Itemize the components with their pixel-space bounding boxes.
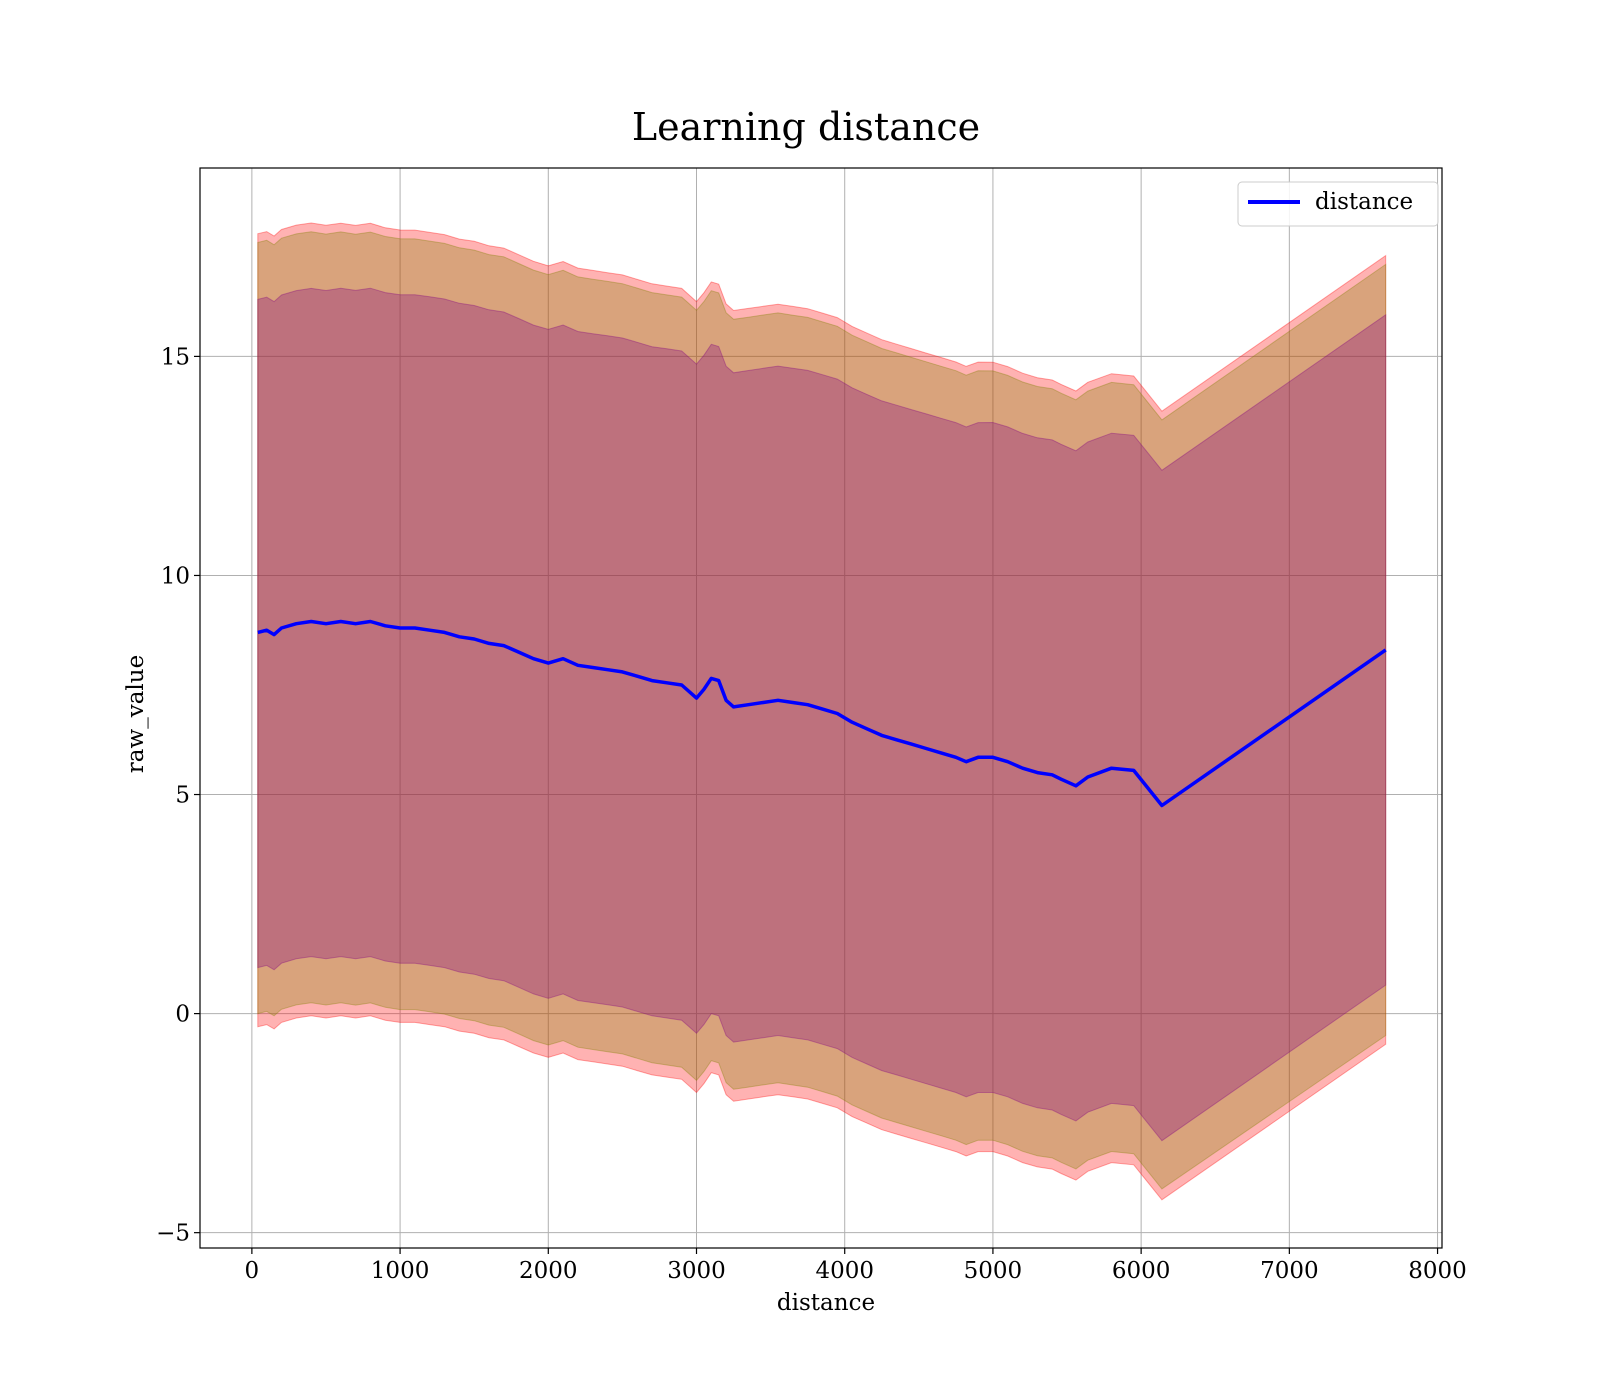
legend: distance [1237,181,1439,227]
x-tick-label: 5000 [964,1258,1023,1284]
x-tick-label: 1000 [371,1258,430,1284]
y-axis-label: raw_value [123,655,149,773]
x-tick-label: 7000 [1260,1258,1319,1284]
y-tick-label: −5 [156,1221,190,1247]
y-tick-label: 10 [161,563,190,589]
y-tick-label: 5 [175,783,190,809]
x-axis-ticks: 0 1000 2000 3000 4000 5000 6000 7000 8000 [245,1248,1467,1284]
x-tick-label: 4000 [815,1258,874,1284]
plot-area: 0 1000 2000 3000 4000 5000 6000 7000 8000 −5 0 5 10… [156,167,1467,1284]
y-tick-label: 15 [161,344,190,370]
x-tick-label: 0 [245,1258,260,1284]
band-inner [257,287,1387,1142]
series-lines [257,619,1387,808]
legend-label-distance: distance [1315,189,1413,215]
axes-frame [199,167,1443,1249]
y-axis-ticks: −5 0 5 10 15 [156,344,200,1247]
x-tick-label: 8000 [1408,1258,1467,1284]
confidence-bands [257,222,1387,1201]
y-tick-label: 0 [175,1002,190,1028]
x-tick-label: 2000 [519,1258,578,1284]
x-tick-label: 6000 [1112,1258,1171,1284]
band-outer [257,222,1387,1201]
x-axis-label: distance [777,1290,875,1316]
grid [200,168,1442,1248]
legend-box [1237,181,1439,227]
series-line-distance [257,619,1387,808]
x-tick-label: 3000 [667,1258,726,1284]
chart-title: Learning distance [632,105,980,149]
